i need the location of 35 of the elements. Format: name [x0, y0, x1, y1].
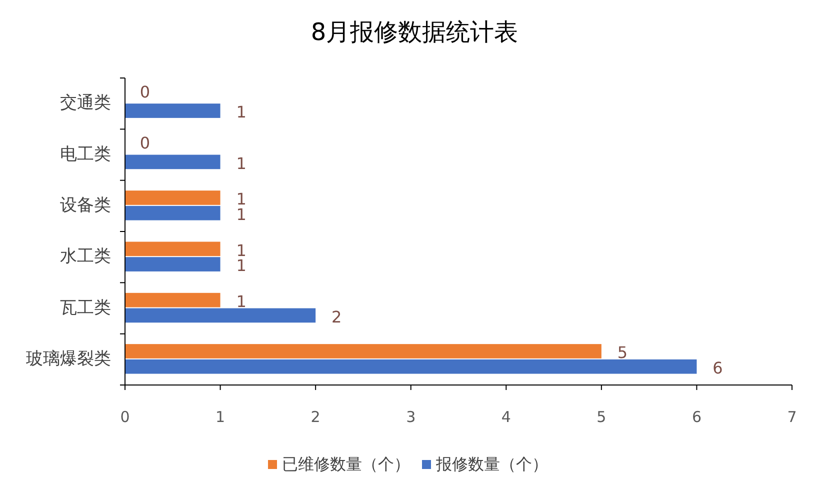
legend-label: 已维修数量（个） — [282, 454, 410, 474]
bar — [125, 206, 220, 220]
bar — [125, 257, 220, 272]
legend-label: 报修数量（个） — [435, 454, 548, 474]
data-label: 1 — [236, 292, 246, 311]
y-tick-label: 交通类 — [60, 93, 111, 114]
data-label: 0 — [140, 133, 150, 152]
y-tick-label: 水工类 — [60, 246, 111, 267]
data-label: 5 — [617, 343, 628, 362]
bar — [125, 344, 602, 358]
x-tick-label: 2 — [310, 408, 320, 426]
x-tick-label: 7 — [787, 408, 797, 426]
chart-title: 8月报修数据统计表 — [310, 18, 518, 46]
bar — [125, 104, 220, 118]
x-tick-label: 3 — [406, 408, 416, 426]
bar — [125, 359, 697, 374]
y-tick-label: 电工类 — [60, 144, 111, 164]
bar — [125, 308, 316, 323]
x-tick-label: 5 — [596, 408, 606, 426]
x-tick-label: 6 — [692, 408, 702, 426]
bar — [125, 154, 220, 170]
data-label: 6 — [712, 358, 723, 378]
x-tick-label: 4 — [501, 408, 511, 426]
x-tick-label: 1 — [216, 408, 226, 426]
y-tick-label: 玻璃爆裂类 — [26, 349, 111, 370]
data-label: 0 — [140, 82, 150, 102]
bar — [125, 292, 220, 308]
y-tick-label: 设备类 — [60, 196, 111, 216]
bar — [125, 190, 220, 205]
data-label: 1 — [236, 154, 246, 173]
data-label: 1 — [236, 102, 246, 122]
x-tick-label: 0 — [120, 408, 130, 426]
bar — [125, 242, 220, 256]
data-label: 2 — [331, 307, 342, 326]
y-tick-label: 瓦工类 — [60, 298, 111, 318]
